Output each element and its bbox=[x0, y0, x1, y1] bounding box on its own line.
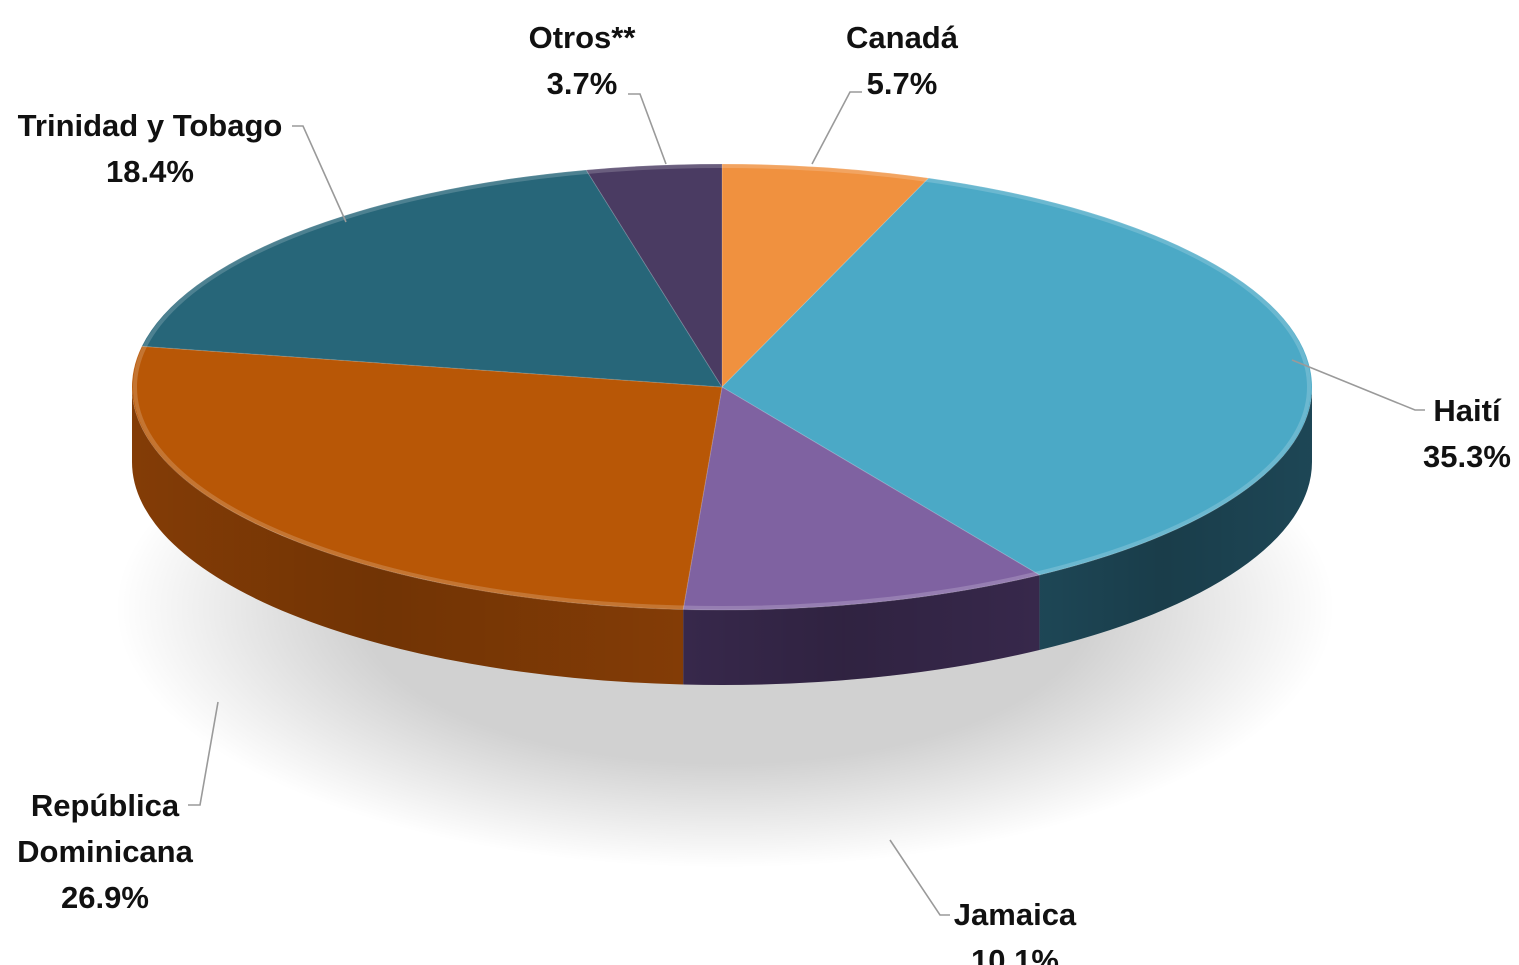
leader-lines bbox=[188, 91, 1425, 916]
leader-trinidad-y-tobago bbox=[292, 125, 347, 223]
side-jamaica-shade bbox=[683, 574, 1040, 685]
slice-republica-dominicana bbox=[131, 345, 723, 611]
category-label-jamaica: Jamaica bbox=[954, 897, 1077, 932]
category-label-canada: Canadá bbox=[846, 20, 959, 55]
category-label-trinidad-y-tobago: Trinidad y Tobago bbox=[18, 108, 283, 143]
side-haiti-shade bbox=[1039, 387, 1312, 650]
category-label-otros: Otros** bbox=[529, 20, 637, 55]
slice-otros bbox=[585, 163, 723, 389]
value-label-canada: 5.7% bbox=[867, 66, 938, 101]
category-label-republica-dominicana-1: República bbox=[31, 788, 180, 823]
slice-jamaica bbox=[682, 386, 1041, 611]
value-label-republica-dominicana: 26.9% bbox=[61, 880, 149, 915]
category-label-republica-dominicana-2: Dominicana bbox=[17, 834, 193, 869]
value-label-trinidad-y-tobago: 18.4% bbox=[106, 154, 194, 189]
slice-canada bbox=[721, 163, 930, 389]
category-label-haiti: Haití bbox=[1433, 393, 1502, 428]
slice-labels: Canadá 5.7% Haití 35.3% Jamaica 10.1% Repúblic… bbox=[17, 20, 1511, 965]
leader-republica-dominicana bbox=[188, 701, 219, 806]
leader-haiti bbox=[1291, 359, 1425, 411]
pie-tops bbox=[131, 163, 1313, 611]
leader-jamaica bbox=[889, 839, 950, 916]
slice-haiti bbox=[721, 177, 1313, 576]
pie-sides bbox=[132, 387, 1312, 685]
value-label-jamaica: 10.1% bbox=[971, 943, 1059, 965]
side-republica-dominicana-shade bbox=[132, 387, 684, 685]
slice-trinidad-y-tobago bbox=[141, 169, 723, 388]
pie-rim-highlight bbox=[133, 164, 1311, 610]
leader-canada bbox=[811, 91, 862, 165]
value-label-haiti: 35.3% bbox=[1423, 439, 1511, 474]
leader-otros bbox=[628, 93, 667, 165]
value-label-otros: 3.7% bbox=[547, 66, 618, 101]
